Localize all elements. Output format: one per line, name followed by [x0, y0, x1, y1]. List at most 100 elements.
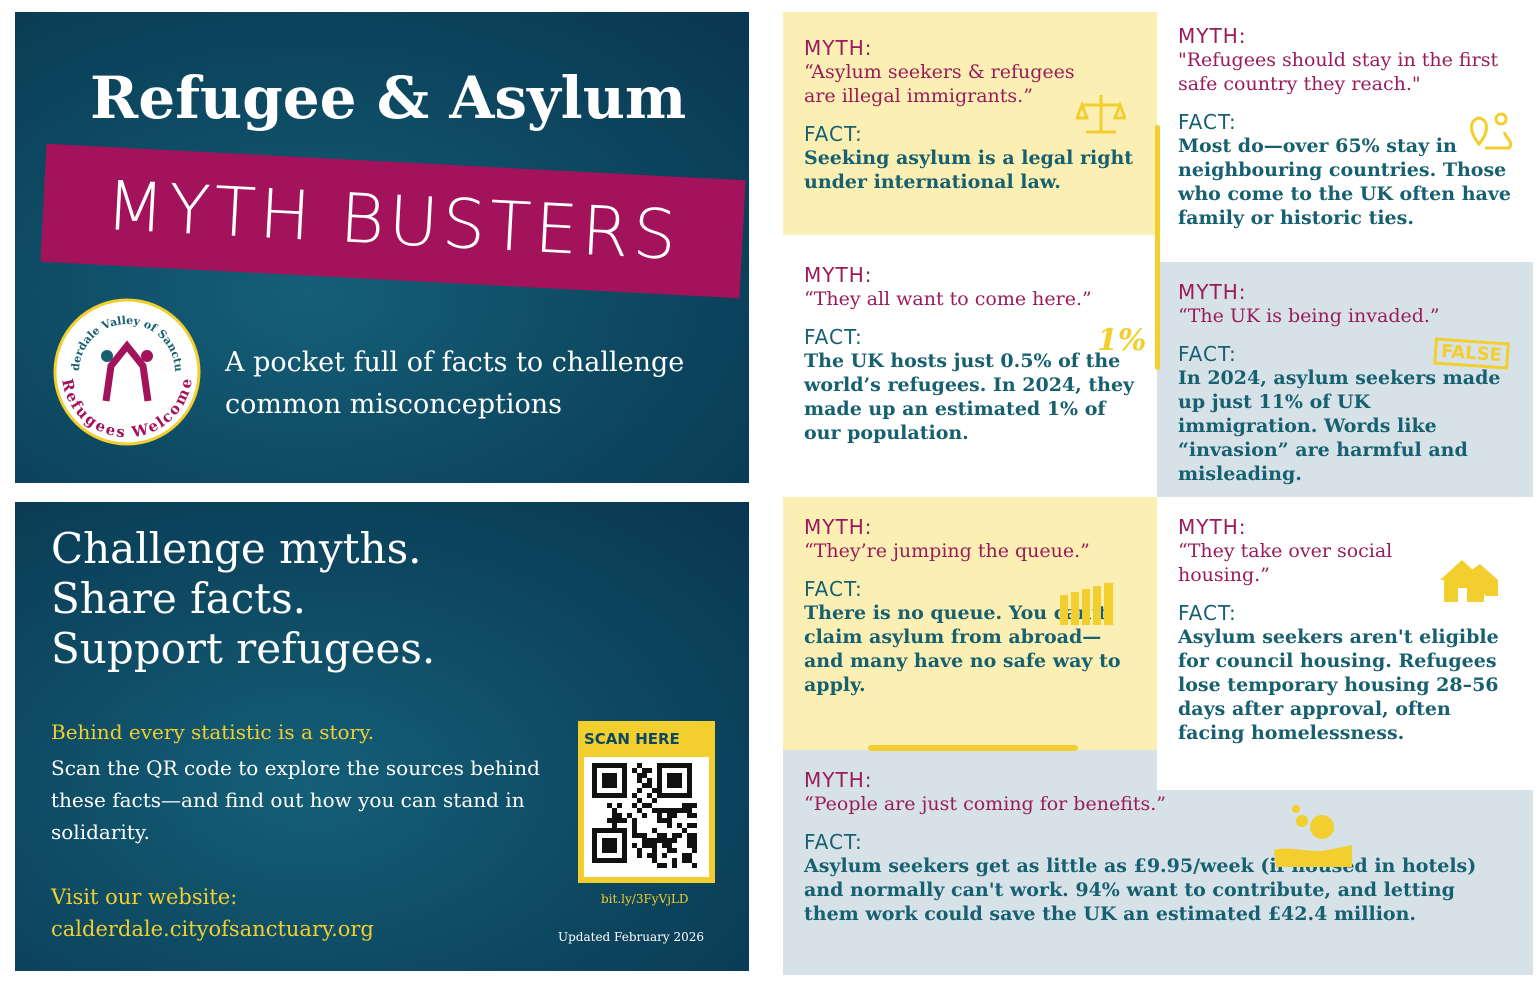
myth-label: MYTH:	[804, 515, 873, 539]
qr-module	[662, 838, 667, 843]
qr-module	[632, 793, 637, 798]
myth: “They’re jumping the queue.”	[804, 540, 1090, 562]
card: MYTH: “They all want to come here.” FACT: T…	[783, 235, 1157, 497]
qr-module	[677, 808, 682, 813]
fact-label: FACT:	[1178, 342, 1237, 366]
divider	[1155, 125, 1160, 370]
front-panel: Refugee & Asylum MYTH BUSTERS Calderdale…	[15, 12, 749, 483]
website-label: Visit our website:	[51, 885, 238, 909]
qr-module	[642, 813, 647, 818]
qr-module	[692, 813, 697, 818]
qr-module	[672, 813, 677, 818]
qr-module	[687, 858, 692, 863]
fact: Asylum seekers get as little as £9.95/we…	[804, 855, 1477, 925]
qr-module	[692, 843, 697, 848]
qr-module	[647, 803, 652, 808]
qr-module	[672, 838, 677, 843]
fact-label: FACT:	[804, 577, 863, 601]
qr-module	[687, 823, 692, 828]
scales-icon	[1076, 95, 1126, 134]
qr-module	[647, 853, 652, 858]
qr-module	[667, 773, 682, 788]
house-icon	[1440, 560, 1498, 602]
qr-frame: SCAN HERE	[578, 721, 715, 883]
qr-module	[672, 848, 677, 853]
qr-module	[662, 853, 667, 858]
qr-module	[662, 863, 667, 868]
qr-module	[642, 768, 647, 773]
qr-module	[652, 843, 657, 848]
qr-module	[637, 773, 642, 778]
fact: In 2024, asylum seekers made up just 11%…	[1178, 367, 1501, 485]
qr-module	[627, 813, 632, 818]
qr-module	[637, 853, 642, 858]
qr-module	[622, 818, 627, 823]
logo-ring	[53, 298, 201, 446]
qr-module	[632, 803, 637, 808]
qr-module	[632, 843, 637, 848]
location-icon	[1470, 112, 1513, 150]
myth-label: MYTH:	[804, 263, 873, 287]
fact-label: FACT:	[1178, 110, 1237, 134]
fact: Seeking asylum is a legal right under in…	[804, 147, 1134, 193]
logo-head	[141, 350, 153, 362]
myth: “They take over social housing.”	[1178, 540, 1393, 586]
qr-module	[632, 833, 637, 838]
qr-module	[692, 863, 697, 868]
qr-module	[642, 773, 647, 778]
qr-module	[662, 833, 667, 838]
qr-module	[682, 858, 687, 863]
qr-module	[687, 853, 692, 858]
qr-module	[637, 808, 642, 813]
qr-module	[687, 833, 692, 838]
qr-module	[647, 838, 652, 843]
myth: "Refugees should stay in the first safe …	[1178, 49, 1499, 95]
headline: Challenge myths. Share facts. Support re…	[51, 524, 435, 674]
qr-module	[612, 823, 617, 828]
qr-module	[647, 793, 652, 798]
qr-module	[692, 803, 697, 808]
qr-module	[652, 788, 657, 793]
qr-module	[662, 843, 667, 848]
qr-module	[637, 798, 642, 803]
back-panel: Challenge myths. Share facts. Support re…	[15, 502, 749, 971]
qr-module	[632, 823, 637, 828]
qr-module	[652, 798, 657, 803]
qr-module	[657, 833, 662, 838]
qr-module	[672, 863, 677, 868]
false-stamp: FALSE	[1433, 337, 1510, 370]
qr-module	[677, 833, 682, 838]
headline-line: Challenge myths.	[51, 524, 422, 573]
myth: “People are just coming for benefits.”	[804, 793, 1167, 815]
qr-module	[602, 838, 617, 853]
qr-module	[687, 813, 692, 818]
myth-label: MYTH:	[1178, 515, 1247, 539]
qr-module	[687, 843, 692, 848]
logo-figures	[102, 340, 152, 402]
body-text: Scan the QR code to explore the sources …	[51, 756, 540, 844]
queue-icon	[1060, 583, 1113, 625]
qr-module	[657, 818, 662, 823]
banner-text: MYTH BUSTERS	[103, 166, 683, 276]
qr-module	[617, 818, 622, 823]
qr-module	[667, 823, 672, 828]
qr-module	[657, 808, 662, 813]
fact-label: FACT:	[804, 325, 863, 349]
qr-module	[662, 808, 667, 813]
headline-line: Support refugees.	[51, 624, 436, 673]
logo: Calderdale Valley of Sanctuary Refugees …	[51, 296, 201, 446]
qr-module	[637, 848, 642, 853]
qr-module	[662, 818, 667, 823]
qr-module	[652, 808, 657, 813]
scan-label: SCAN HERE	[584, 730, 680, 748]
qr-module	[642, 803, 647, 808]
fact-label: FACT:	[804, 122, 863, 146]
qr-module	[652, 853, 657, 858]
qr-module	[642, 838, 647, 843]
qr-module	[647, 778, 652, 783]
myth: “Asylum seekers & refugees are illegal i…	[804, 61, 1075, 107]
myth-label: MYTH:	[1178, 24, 1247, 48]
qr-module	[672, 833, 677, 838]
